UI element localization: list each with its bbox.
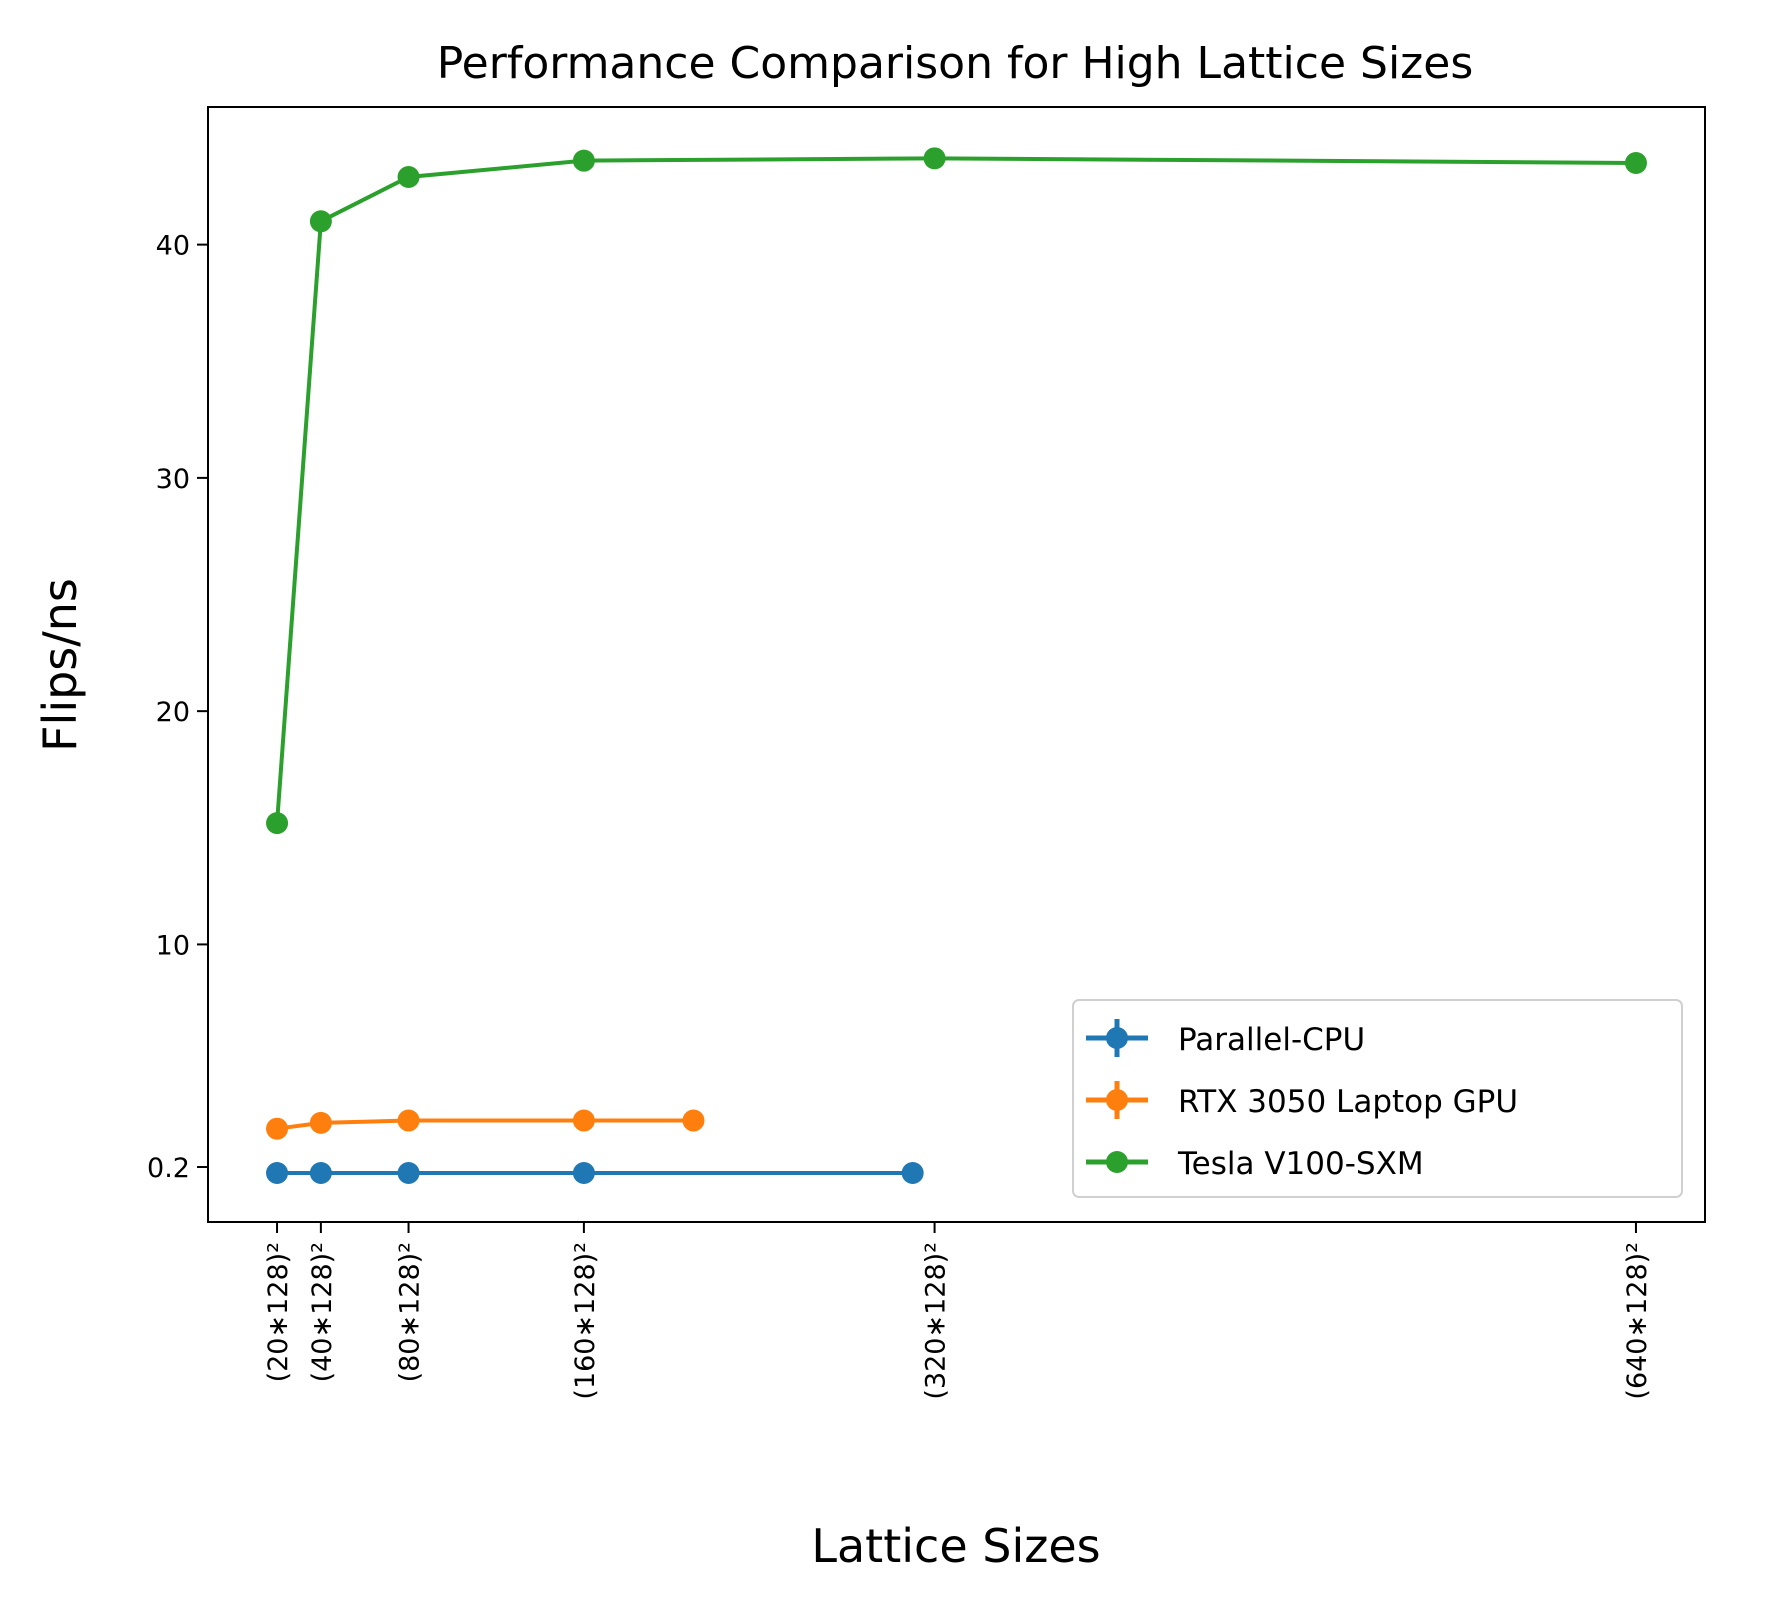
data-point — [266, 812, 289, 835]
y-tick-label: 20 — [156, 697, 190, 728]
data-point — [309, 1111, 332, 1134]
legend-box — [1072, 999, 1683, 1198]
legend-label: Tesla V100-SXM — [1177, 1146, 1424, 1182]
y-tick-label: 0.2 — [147, 1153, 190, 1184]
series-line-1 — [276, 1118, 694, 1131]
chart-title: Performance Comparison for High Lattice … — [437, 38, 1474, 89]
data-point — [266, 1162, 289, 1185]
data-point — [309, 1162, 332, 1185]
data-point — [923, 147, 946, 170]
legend-marker — [1106, 1089, 1128, 1111]
y-tick-label: 30 — [156, 464, 190, 495]
x-tick-label: (80∗128)² — [395, 1242, 426, 1382]
legend-marker — [1106, 1027, 1128, 1049]
series-line-2 — [275, 156, 1636, 824]
y-tick-label: 10 — [156, 930, 190, 961]
legend-label: Parallel-CPU — [1178, 1022, 1365, 1058]
data-point — [397, 1162, 420, 1185]
x-tick-label: (20∗128)² — [263, 1242, 294, 1382]
data-point — [682, 1109, 705, 1132]
legend-label: RTX 3050 Laptop GPU — [1178, 1084, 1518, 1120]
x-tick-label: (160∗128)² — [570, 1242, 601, 1400]
x-axis-label: Lattice Sizes — [811, 1519, 1100, 1573]
plot-frame — [207, 106, 1706, 1223]
data-point — [309, 210, 332, 233]
data-point — [397, 1109, 420, 1132]
legend: Parallel-CPU RTX 3050 Laptop GPU Tesla V10… — [1072, 999, 1683, 1198]
data-point — [572, 149, 595, 172]
x-tick-label: (40∗128)² — [307, 1242, 338, 1382]
data-point — [1624, 151, 1647, 174]
x-tick-label: (640∗128)² — [1622, 1242, 1653, 1400]
y-axis-label: Flips/ns — [33, 578, 87, 752]
data-point — [901, 1162, 924, 1185]
data-point — [572, 1162, 595, 1185]
y-tick-label: 40 — [156, 231, 190, 262]
legend-marker — [1106, 1151, 1128, 1173]
x-tick-label: (320∗128)² — [921, 1242, 952, 1400]
data-point — [397, 165, 420, 188]
data-point — [266, 1117, 289, 1140]
data-point — [572, 1109, 595, 1132]
